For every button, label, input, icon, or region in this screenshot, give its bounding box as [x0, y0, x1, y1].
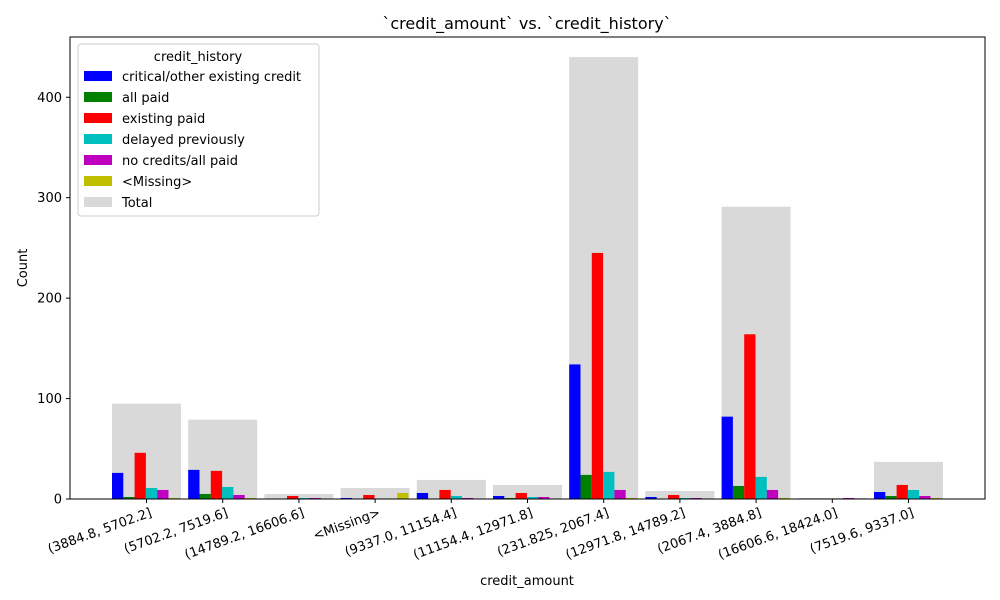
- series-bar: [112, 472, 124, 499]
- series-bar: [397, 492, 409, 499]
- series-bar: [450, 495, 462, 499]
- series-bar: [538, 496, 550, 499]
- series-bar: [222, 486, 234, 499]
- series-bar: [874, 491, 886, 499]
- series-bar: [515, 492, 527, 499]
- legend-label: critical/other existing credit: [122, 70, 301, 85]
- series-bar: [569, 364, 581, 499]
- legend-frame: [77, 43, 320, 217]
- series-bar: [309, 497, 321, 499]
- series-bar: [907, 489, 920, 499]
- series-bar: [298, 497, 310, 499]
- series-bar: [244, 497, 256, 499]
- series-bar: [580, 474, 592, 499]
- x-axis: (3884.8, 5702.2](5702.2, 7519.6](14789.2…: [46, 499, 916, 563]
- series-bar: [168, 497, 180, 499]
- legend-swatch: [84, 71, 112, 81]
- legend-label: <Missing>: [122, 175, 192, 190]
- series-bar: [732, 485, 745, 499]
- legend-swatch: [84, 113, 112, 123]
- total-bars: [112, 57, 943, 500]
- series-bar: [157, 489, 169, 499]
- series-bar: [885, 495, 897, 499]
- series-bar: [493, 495, 505, 499]
- series-bar: [439, 489, 451, 499]
- legend: credit_history critical/other existing c…: [77, 43, 320, 217]
- legend-label: all paid: [122, 91, 169, 106]
- series-bar: [843, 497, 855, 499]
- series-bar: [462, 497, 474, 499]
- total-bar: [645, 490, 715, 499]
- series-bar: [287, 495, 299, 499]
- series-bar: [614, 489, 626, 499]
- series-bar: [625, 497, 637, 499]
- series-bar: [123, 496, 135, 499]
- series-bars: [112, 252, 942, 499]
- legend-swatch: [84, 176, 112, 186]
- series-bar: [504, 497, 516, 499]
- legend-swatch: [84, 155, 112, 165]
- legend-swatch: [84, 197, 112, 207]
- series-bar: [755, 476, 767, 499]
- series-bar: [363, 494, 375, 499]
- series-bar: [679, 497, 691, 499]
- series-bar: [919, 495, 931, 499]
- series-bar: [145, 487, 158, 499]
- y-axis: 0 100 200 300 400: [37, 91, 70, 508]
- series-bar: [134, 452, 146, 499]
- series-bar: [591, 252, 604, 499]
- x-axis-label: credit_amount: [480, 574, 574, 589]
- y-axis-label: Count: [16, 249, 31, 288]
- series-bar: [416, 492, 429, 499]
- series-bar: [690, 497, 702, 499]
- series-bar: [233, 494, 245, 499]
- series-bar: [778, 497, 790, 499]
- y-tick-label: 300: [37, 191, 62, 206]
- y-tick-label: 0: [54, 493, 62, 508]
- total-bar: [112, 403, 181, 499]
- series-bar: [766, 489, 779, 499]
- series-bar: [340, 497, 352, 499]
- series-bar: [930, 497, 942, 499]
- chart-title: `credit_amount` vs. `credit_history`: [382, 14, 671, 34]
- series-bar: [668, 494, 680, 499]
- legend-label: existing paid: [122, 112, 205, 127]
- legend-swatch: [84, 92, 112, 102]
- series-bar: [721, 416, 733, 499]
- series-bar: [603, 471, 615, 499]
- total-bar: [264, 493, 334, 499]
- series-bar: [188, 469, 200, 499]
- series-bar: [210, 470, 223, 499]
- total-bar: [340, 487, 410, 499]
- legend-label: Total: [121, 196, 152, 211]
- y-tick-label: 400: [37, 91, 62, 106]
- legend-label: delayed previously: [122, 133, 245, 148]
- total-bar: [569, 57, 639, 500]
- legend-swatch: [84, 134, 112, 144]
- total-bar: [188, 419, 258, 499]
- y-tick-label: 100: [37, 392, 62, 407]
- y-tick-label: 200: [37, 292, 62, 307]
- legend-title: credit_history: [154, 50, 243, 65]
- total-bar: [721, 206, 791, 499]
- series-bar: [896, 484, 908, 499]
- legend-label: no credits/all paid: [122, 154, 238, 169]
- series-bar: [744, 334, 756, 499]
- series-bar: [199, 493, 211, 499]
- total-bar: [416, 479, 486, 499]
- total-bar: [493, 484, 562, 499]
- series-bar: [526, 496, 539, 499]
- total-bar: [797, 497, 867, 499]
- series-bar: [645, 496, 657, 499]
